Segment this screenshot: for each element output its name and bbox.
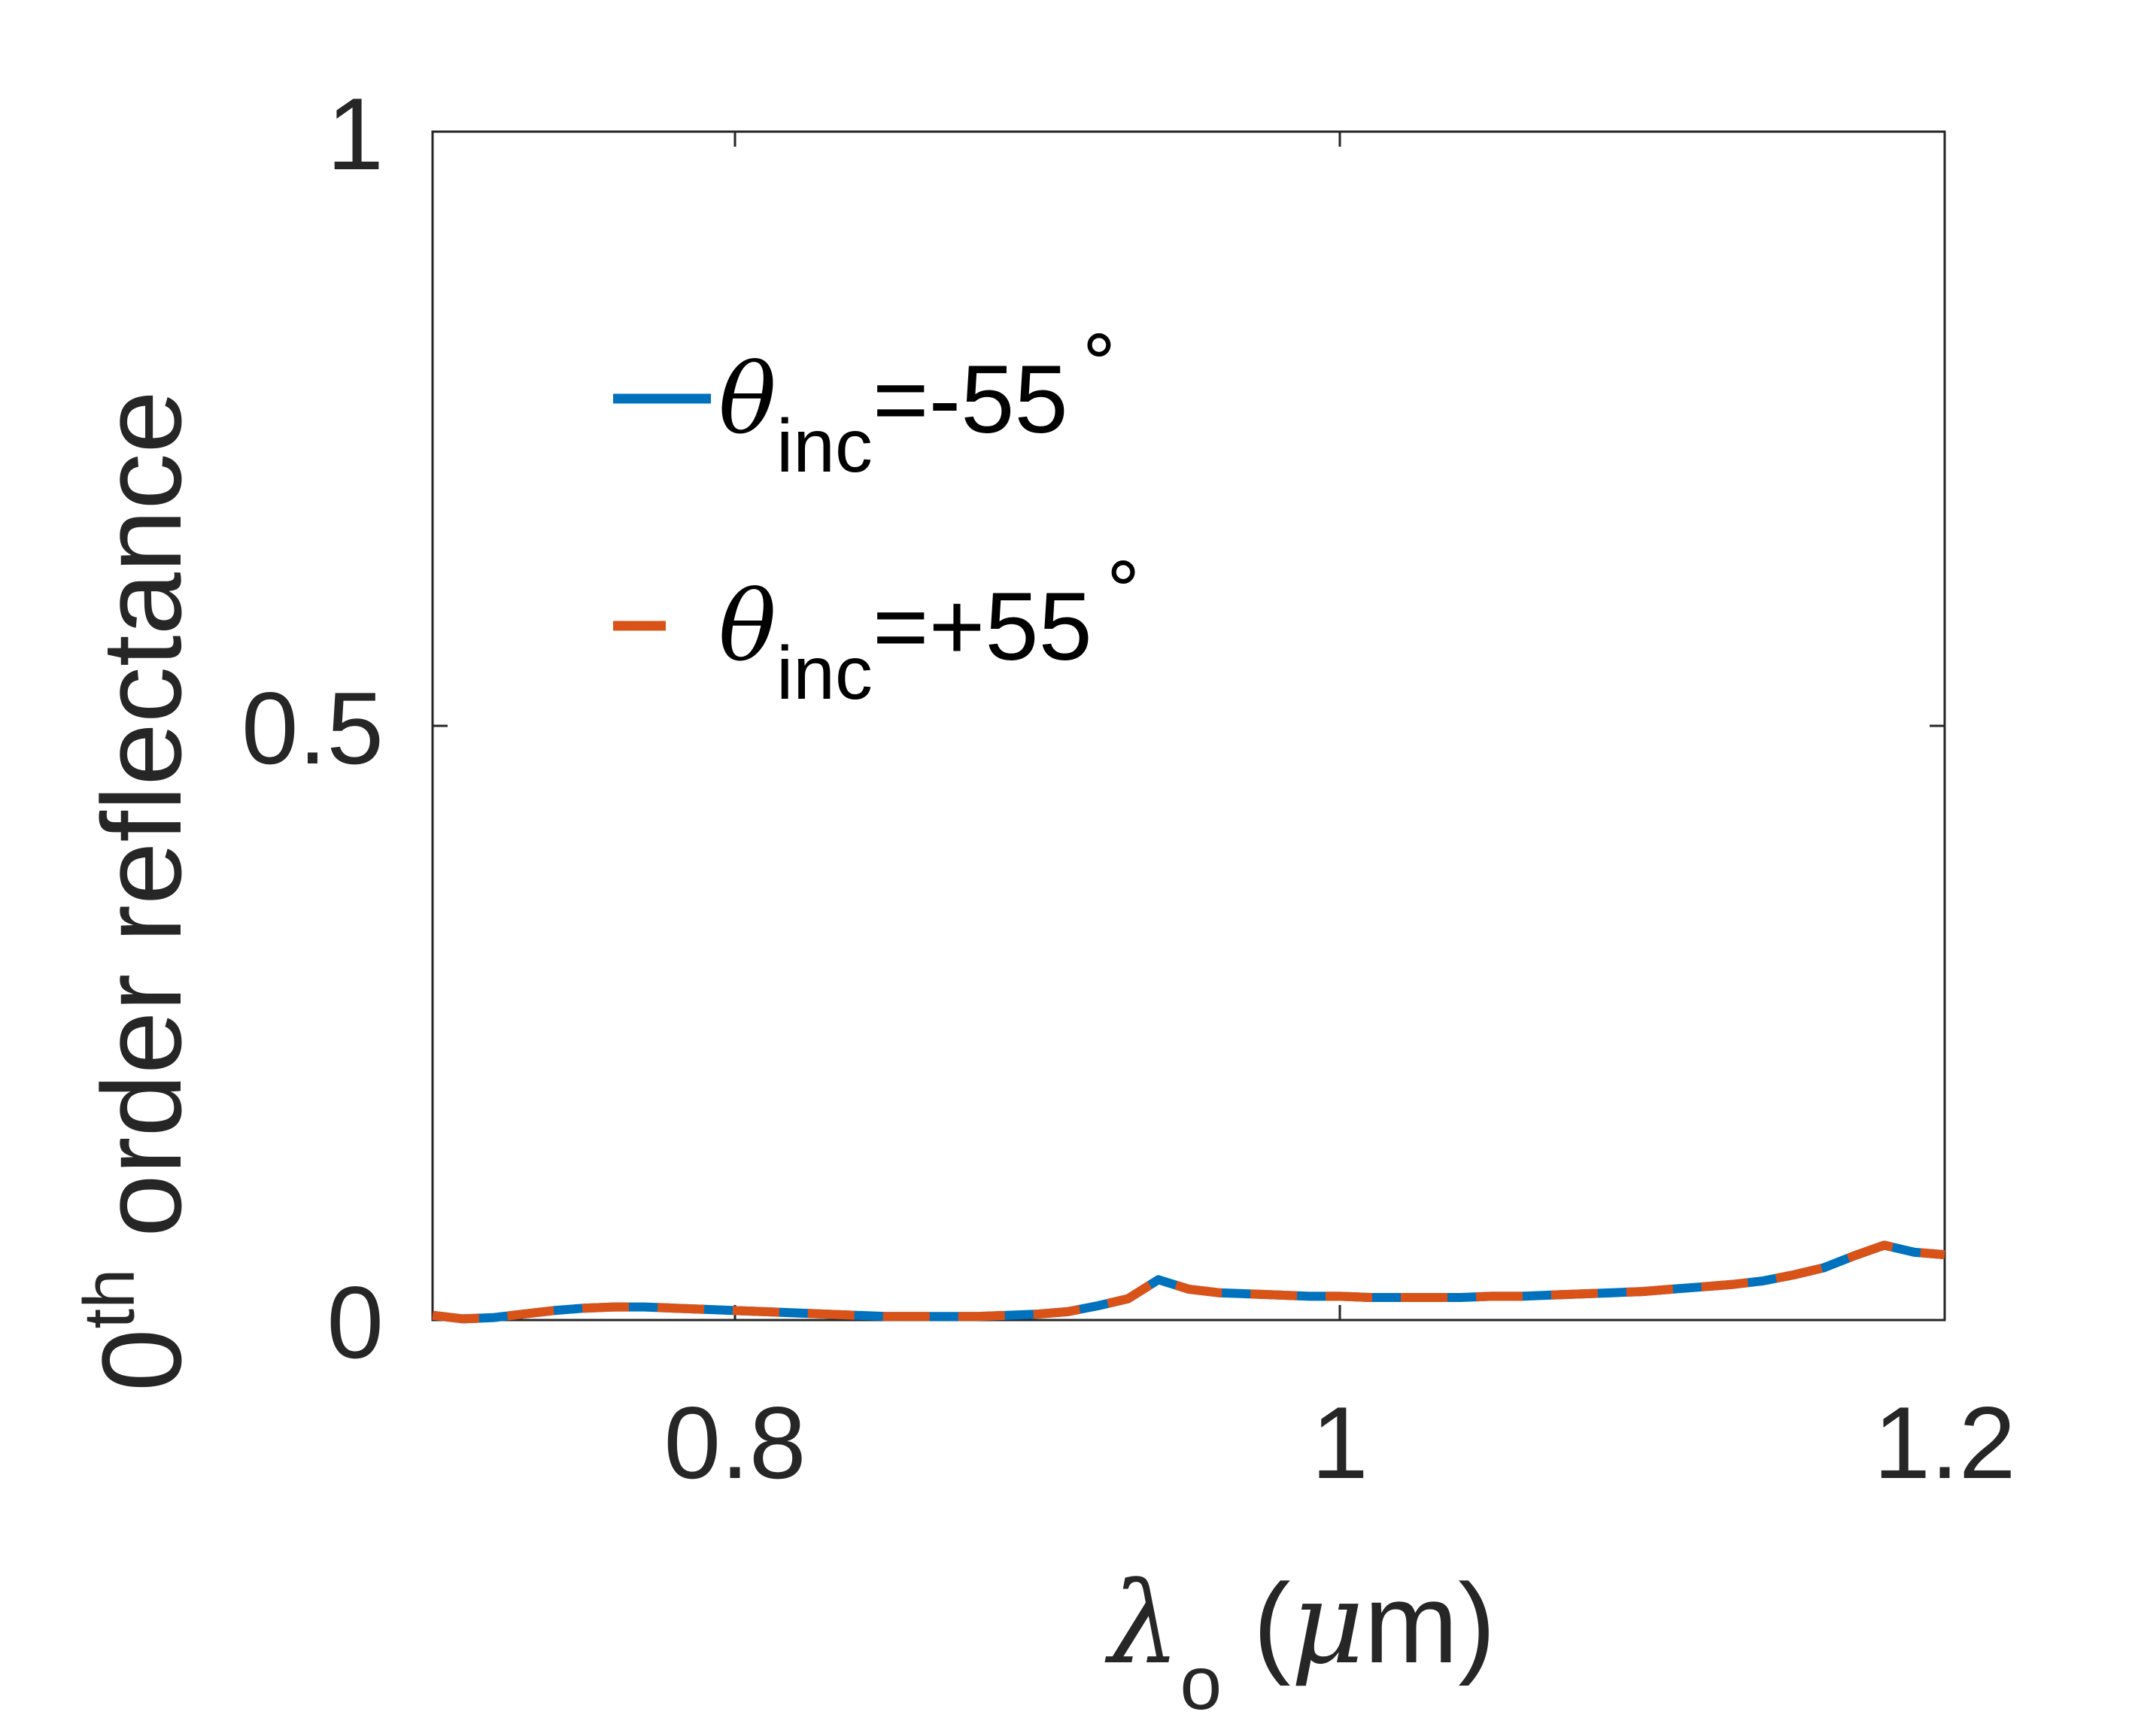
- y-tick-label: 1: [326, 77, 384, 191]
- legend-label-1: θinc=+55∘: [718, 528, 1146, 715]
- legend-label-0-subscript: inc: [776, 404, 873, 488]
- series-line-1: [432, 1240, 1945, 1324]
- x-axis-title-unit-symbol: μ: [1291, 1558, 1365, 1689]
- y-axis-title-base: 0: [78, 1329, 205, 1392]
- legend-label-0-symbol: θ: [718, 344, 776, 456]
- y-tick-label: 0: [326, 1265, 384, 1379]
- axes-box: [431, 130, 1946, 1322]
- legend-label-0-degree: ∘: [1076, 301, 1123, 385]
- legend-entry-1: θinc=+55∘: [613, 528, 1146, 715]
- y-axis-title-superscript: th: [69, 1269, 150, 1329]
- y-axis-title-text: order reflectance: [78, 390, 205, 1268]
- x-axis-title-unit: m): [1364, 1560, 1496, 1686]
- x-tick-label: 1: [1311, 1385, 1368, 1500]
- axis-ticks: [433, 130, 1946, 1322]
- legend-label-1-subscript: inc: [776, 631, 873, 715]
- legend-label-1-degree: ∘: [1100, 528, 1147, 612]
- legend-label-1-symbol: θ: [718, 571, 776, 683]
- axis-tick-labels: 0.8 1 1.2 0 0.5 1: [241, 77, 2016, 1500]
- y-tick-label: 0.5: [241, 671, 384, 785]
- legend-label-1-text: =+55: [873, 573, 1092, 681]
- legend-label-0: θinc=-55∘: [718, 301, 1122, 488]
- x-axis-title-paren: (: [1222, 1560, 1291, 1686]
- x-axis-title-symbol: λ: [1104, 1558, 1180, 1689]
- x-axis-title: λo (μm): [952, 1558, 1590, 1725]
- x-axis-title-subscript: o: [1180, 1641, 1222, 1725]
- legend-label-0-text: =-55: [873, 346, 1068, 454]
- legend-entry-0: θinc=-55∘: [613, 301, 1122, 488]
- series-layer: [432, 1240, 1945, 1324]
- plot-area: [431, 130, 1946, 1322]
- x-tick-label: 1.2: [1873, 1385, 2015, 1500]
- x-tick-label: 0.8: [664, 1385, 806, 1500]
- legend: θinc=-55∘ θinc=+55∘: [613, 301, 1146, 715]
- y-axis-title: 0th order reflectance: [69, 390, 205, 1392]
